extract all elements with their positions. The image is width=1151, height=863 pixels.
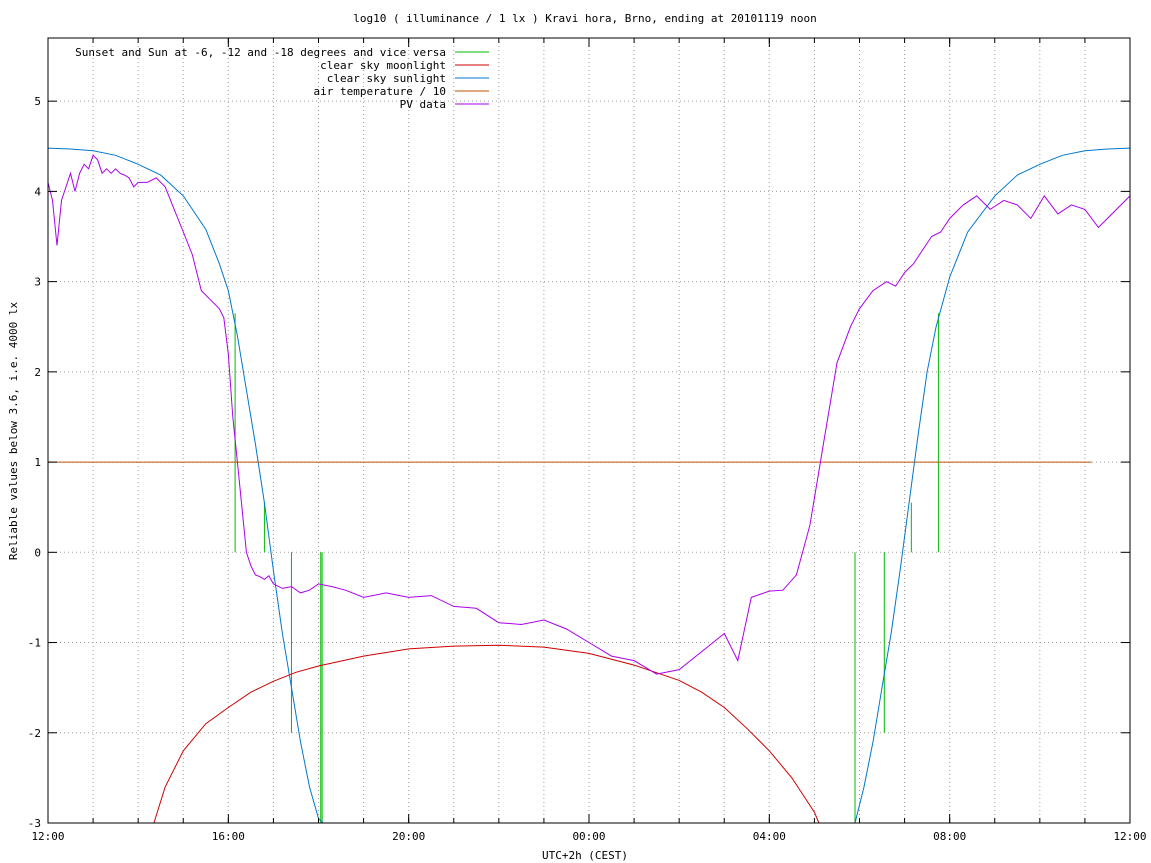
- y-tick-label: -2: [28, 727, 41, 740]
- x-axis-label: UTC+2h (CEST): [542, 849, 628, 862]
- legend-label: clear sky moonlight: [320, 59, 446, 72]
- legend: Sunset and Sun at -6, -12 and -18 degree…: [75, 46, 489, 111]
- x-tick-label: 16:00: [212, 830, 245, 843]
- series-2: [47, 147, 1131, 824]
- y-tick-label: -1: [28, 637, 41, 650]
- x-tick-label: 12:00: [1113, 830, 1146, 843]
- y-tick-label: 0: [34, 546, 41, 559]
- legend-label: Sunset and Sun at -6, -12 and -18 degree…: [75, 46, 446, 59]
- y-tick-label: 5: [34, 95, 41, 108]
- x-tick-label: 20:00: [392, 830, 425, 843]
- legend-label: PV data: [400, 98, 446, 111]
- chart-title: log10 ( illuminance / 1 lx ) Kravi hora,…: [353, 12, 817, 25]
- y-tick-label: 3: [34, 276, 41, 289]
- y-tick-label: -3: [28, 817, 41, 830]
- y-tick-label: 2: [34, 366, 41, 379]
- y-tick-label: 4: [34, 185, 41, 198]
- series-4: [47, 154, 1131, 675]
- series-line: [153, 644, 820, 824]
- series-0: [234, 313, 939, 823]
- series-line: [47, 147, 1131, 824]
- legend-label: clear sky sunlight: [327, 72, 446, 85]
- series-line: [47, 154, 1131, 675]
- x-tick-label: 12:00: [31, 830, 64, 843]
- grid: [48, 38, 1130, 823]
- y-axis-label: Reliable values below 3.6, i.e. 4000 lx: [7, 301, 20, 560]
- legend-label: air temperature / 10: [314, 85, 446, 98]
- y-tick-label: 1: [34, 456, 41, 469]
- tick-layer: 12:00 16:00 20:00 00:00 04:00 08:00 12:00-3-2-…: [28, 38, 1147, 843]
- x-tick-label: 08:00: [933, 830, 966, 843]
- series-layer: [47, 147, 1131, 824]
- x-tick-label: 04:00: [753, 830, 786, 843]
- series-1: [153, 644, 820, 824]
- x-tick-label: 00:00: [572, 830, 605, 843]
